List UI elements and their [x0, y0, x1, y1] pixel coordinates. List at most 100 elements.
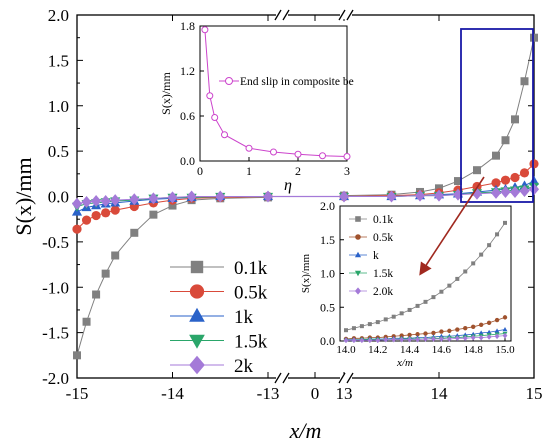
point-0.1k: [111, 251, 120, 260]
inset-zoom-point-0.1k: [439, 289, 444, 294]
x-tick-label: 15: [526, 384, 543, 403]
point-0.5k: [72, 224, 82, 234]
legend-label-0.1k: 0.1k: [234, 258, 268, 279]
point-2k: [215, 190, 226, 203]
y-tick-label: 0.5: [48, 142, 69, 161]
inset-zoom-point-2.0k: [383, 336, 389, 343]
point-0.5k: [110, 205, 120, 215]
inset-zoom-point-0.5k: [502, 315, 508, 320]
inset-eta-point: [221, 131, 228, 139]
point-0.1k: [454, 177, 462, 186]
inset-eta-point: [206, 92, 214, 100]
y-tick-label: -0.5: [42, 233, 69, 252]
legend-marker-1.5k: [189, 334, 205, 349]
inset-zoom-point-2.0k: [446, 336, 452, 342]
inset-zoom-point-2.0k: [431, 336, 436, 342]
zoom-arrow: [419, 176, 485, 276]
inset-zoom-point-0.5k: [415, 332, 420, 337]
inset-zoom-point-0.1k: [351, 326, 356, 331]
inset-zoom-point-0.1k: [344, 328, 348, 333]
inset-eta-x-axis-label: η: [284, 177, 292, 194]
y-tick-label: 0.0: [48, 188, 69, 207]
inset-zoom-point-2.0k: [343, 337, 349, 344]
point-0.1k: [149, 210, 158, 219]
inset-zoom-point-0.1k: [431, 295, 436, 300]
inset-zoom-y-axis-label: S(x)/mm: [300, 254, 312, 294]
point-2k: [490, 186, 502, 199]
inset-zoom-point-0.1k: [407, 307, 412, 312]
inset-zoom-point-k: [494, 328, 500, 333]
inset-zoom-point-2.0k: [438, 336, 444, 342]
point-0.1k: [492, 151, 500, 160]
inset-zoom-point-2.0k: [399, 336, 405, 343]
point-0.5k: [519, 168, 530, 178]
highlight-box: [460, 28, 534, 203]
point-2k: [129, 193, 140, 206]
inset-zoom-point-0.5k: [455, 327, 460, 332]
inset-zoom-legend-marker-0.1k: [355, 216, 361, 222]
inset-zoom-point-0.1k: [479, 252, 484, 257]
inset-zoom-point-0.5k: [494, 317, 500, 323]
inset-zoom-point-0.1k: [463, 269, 468, 274]
inset-eta-y-tick-label: 1.2: [180, 64, 195, 78]
inset-zoom-legend-label-k: k: [373, 250, 379, 262]
axis-break-gap: [340, 374, 352, 382]
axis-break-gap: [276, 11, 288, 19]
inset-zoom-point-2.0k: [494, 333, 500, 340]
x-tick-label: -15: [66, 384, 89, 403]
inset-zoom-point-0.1k: [455, 276, 460, 281]
inset-zoom-plot: 2.0 1.5 1.0 0.5 0.014.0 14.2 14.4 14.6 14.8 15.0 S…: [300, 199, 515, 369]
inset-zoom-point-2.0k: [407, 336, 413, 343]
inset-zoom-point-2.0k: [470, 334, 476, 341]
x-tick-label: 0: [311, 384, 320, 403]
point-2k: [386, 190, 397, 203]
point-0.5k: [510, 172, 520, 183]
inset-eta-y-tick-label: 1.8: [180, 19, 195, 33]
point-2k: [110, 194, 121, 207]
axis-break-mark: [338, 372, 346, 384]
point-0.1k: [520, 77, 529, 86]
point-2k: [100, 195, 111, 208]
inset-zoom-point-0.1k: [471, 261, 476, 266]
point-0.5k: [91, 210, 101, 221]
inset-zoom-point-0.5k: [399, 333, 404, 338]
inset-zoom-x-axis-label: x/m: [396, 357, 413, 369]
point-2k: [500, 185, 511, 198]
y-tick-label: 1.0: [48, 97, 69, 116]
series-line-0.1k: [343, 37, 535, 197]
annotations: [419, 28, 534, 276]
inset-zoom-point-2.0k: [391, 336, 397, 343]
inset-eta-legend-label: End slip in composite be: [240, 76, 354, 88]
point-2k: [71, 197, 83, 210]
inset-zoom-point-2.0k: [462, 335, 468, 342]
inset-eta-y-axis-label: S(x)/mm: [159, 72, 173, 115]
inset-zoom-point-0.1k: [487, 243, 492, 248]
inset-eta-x-tick-label: 0: [197, 164, 203, 178]
x-tick-label: -14: [161, 384, 184, 403]
inset-zoom-x-tick-label: 15.0: [495, 344, 515, 356]
inset-zoom-point-2.0k: [478, 334, 484, 341]
axis-break-mark: [274, 372, 282, 384]
y-axis-label: S(x)/mm: [11, 157, 36, 235]
inset-zoom-point-0.5k: [486, 320, 492, 325]
inset-zoom-y-tick-label: 0.5: [320, 300, 335, 314]
inset-zoom-point-0.5k: [447, 328, 452, 334]
inset-zoom-point-0.1k: [503, 220, 507, 225]
inset-zoom-legend-marker-1.5k: [354, 270, 362, 277]
point-0.1k: [530, 33, 538, 42]
inset-zoom-x-tick-label: 14.0: [336, 344, 356, 356]
inset-zoom-y-tick-label: 1.0: [320, 267, 335, 281]
point-2k: [167, 191, 178, 204]
point-2k: [433, 189, 445, 202]
inset-zoom-legend-label-2.0k: 2.0k: [373, 286, 393, 298]
inset-zoom-point-0.5k: [439, 329, 444, 334]
axis-break-mark: [346, 372, 354, 384]
inset-zoom-point-0.1k: [375, 320, 380, 325]
inset-zoom-point-0.1k: [447, 283, 452, 288]
inset-zoom-point-2.0k: [375, 337, 381, 344]
axis-break-mark: [274, 9, 282, 21]
y-tick-label: -1.0: [42, 278, 69, 297]
point-0.5k: [491, 178, 501, 188]
inset-zoom-point-2.0k: [415, 336, 420, 343]
point-0.1k: [92, 290, 101, 299]
